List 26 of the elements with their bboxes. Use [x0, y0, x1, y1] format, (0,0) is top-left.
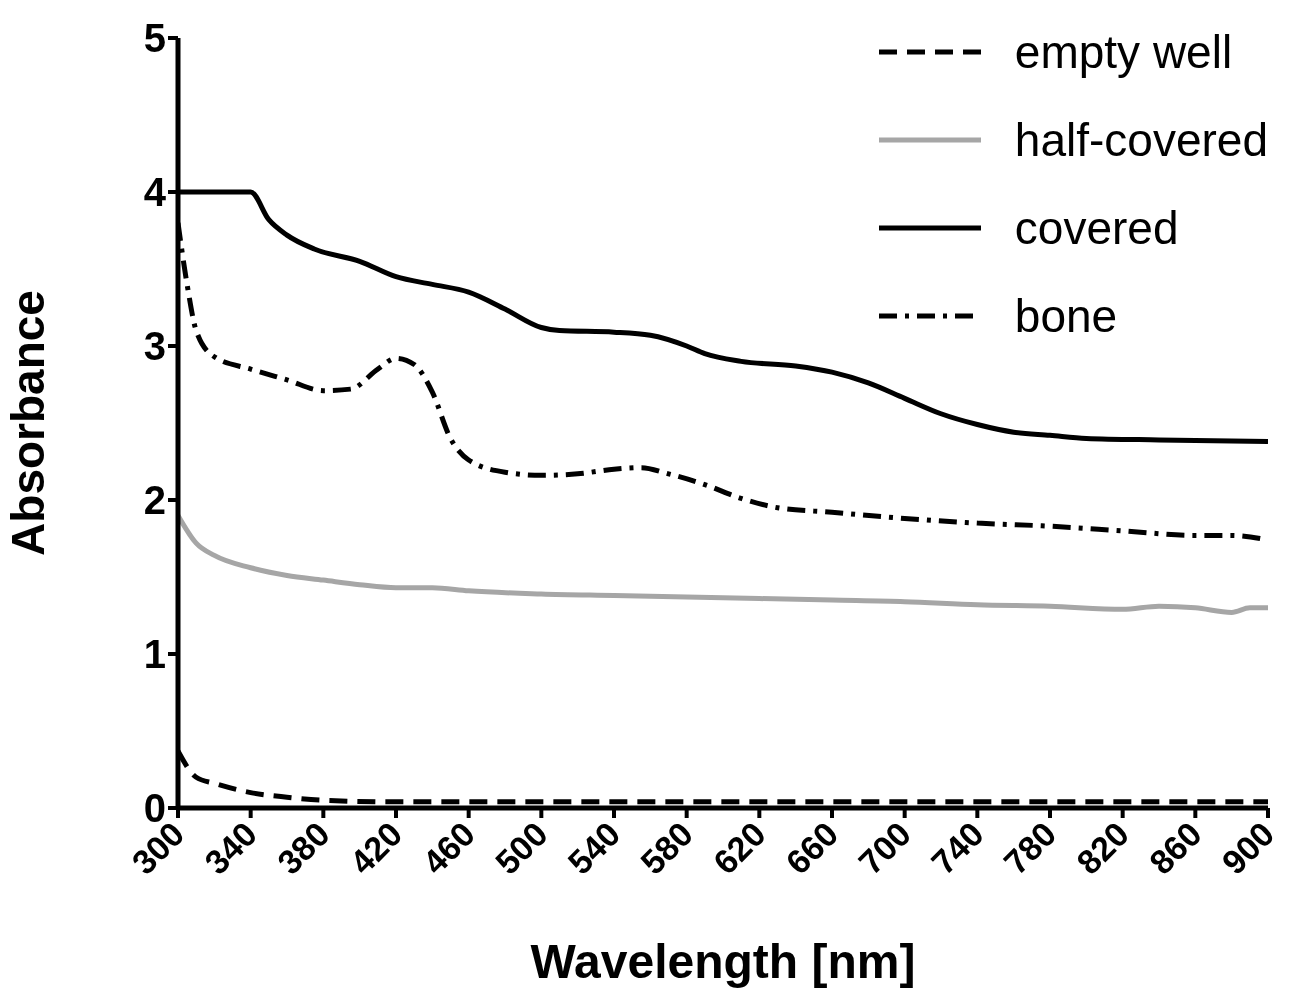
- x-axis-title: Wavelength [nm]: [530, 935, 916, 988]
- legend-label: half-covered: [1014, 113, 1268, 167]
- legend-label: bone: [1014, 289, 1118, 343]
- legend-label: empty well: [1014, 25, 1233, 79]
- x-tick-label: 460: [415, 814, 483, 882]
- y-tick-label: 3: [143, 324, 166, 369]
- x-tick-label: 500: [487, 814, 555, 882]
- legend-label: covered: [1014, 201, 1179, 255]
- y-tick-label: 2: [143, 478, 166, 523]
- x-tick-label: 780: [996, 814, 1064, 882]
- y-tick-label: 5: [143, 16, 166, 61]
- y-tick-label: 1: [143, 632, 166, 677]
- x-tick-label: 860: [1141, 814, 1209, 882]
- x-tick-label: 340: [197, 814, 265, 882]
- x-tick-label: 420: [342, 814, 410, 882]
- y-axis-title: Absorbance: [2, 290, 55, 556]
- x-tick-label: 580: [633, 814, 701, 882]
- x-tick-label: 540: [560, 814, 628, 882]
- x-tick-label: 900: [1214, 814, 1282, 882]
- x-tick-label: 660: [778, 814, 846, 882]
- y-tick-label: 4: [143, 170, 167, 215]
- x-tick-label: 380: [269, 814, 337, 882]
- x-tick-label: 740: [923, 814, 991, 882]
- x-tick-label: 820: [1069, 814, 1137, 882]
- x-tick-label: 700: [851, 814, 919, 882]
- x-tick-label: 620: [705, 814, 773, 882]
